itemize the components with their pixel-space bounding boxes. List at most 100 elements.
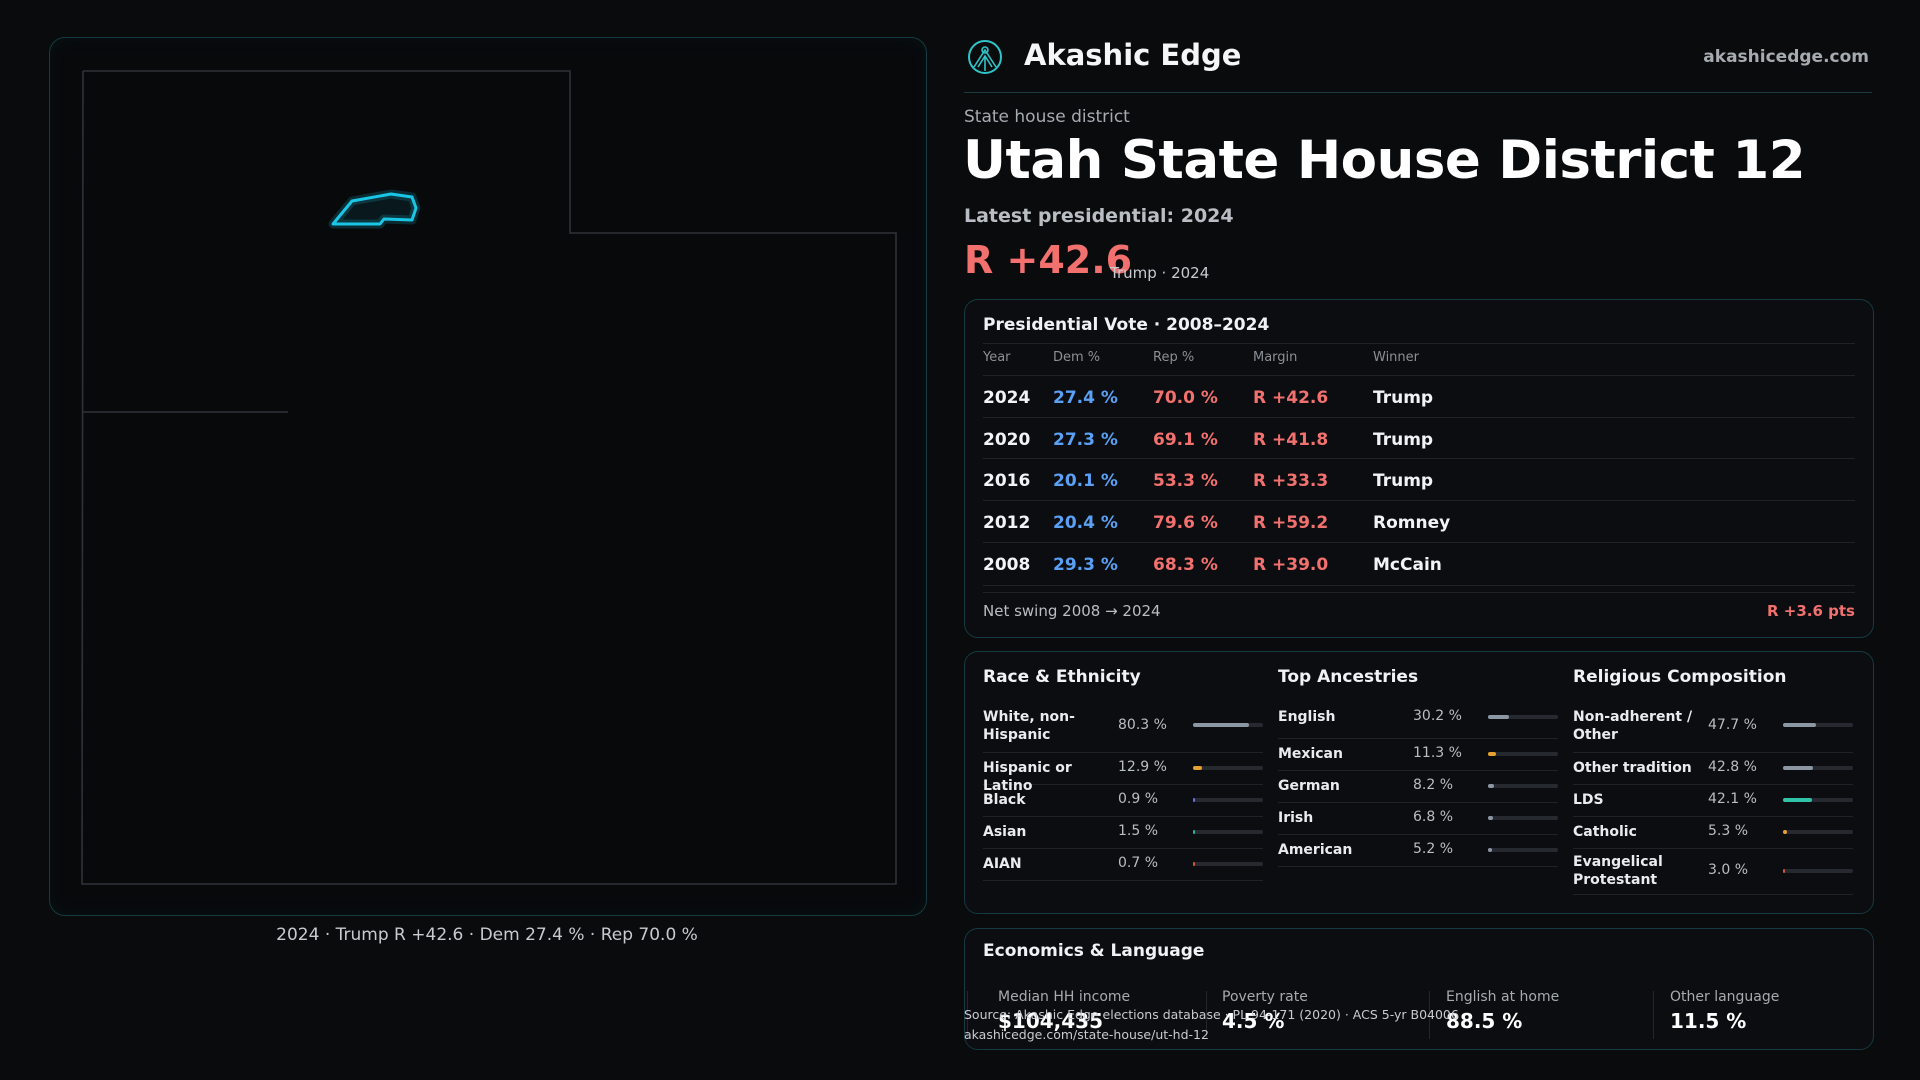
brand-url-link[interactable]: akashicedge.com (1703, 47, 1869, 67)
dem-cell: 27.3 % (1053, 430, 1118, 450)
winner-cell: McCain (1373, 555, 1442, 575)
table-row[interactable]: 2024 27.4 % 70.0 % R +42.6 Trump (983, 377, 1855, 418)
dem-cell: 20.4 % (1053, 513, 1118, 533)
share-bar-fill (1783, 723, 1817, 727)
item-value: 42.1 % (1708, 791, 1757, 807)
divider (983, 375, 1855, 376)
item-value: 42.8 % (1708, 759, 1757, 775)
share-bar (1193, 862, 1263, 866)
share-bar (1193, 830, 1263, 834)
share-bar (1783, 869, 1853, 873)
table-row[interactable]: 2012 20.4 % 79.6 % R +59.2 Romney (983, 502, 1855, 543)
stat-label: English at home (1446, 989, 1560, 1005)
item-label: AIAN (983, 856, 1022, 872)
presidential-vote-title: Presidential Vote · 2008–2024 (983, 315, 1270, 335)
economics-language-title: Economics & Language (983, 941, 1205, 961)
margin-cell: R +59.2 (1253, 513, 1329, 533)
column-header-dem: Dem % (1053, 350, 1101, 365)
stat-value: 88.5 % (1446, 1009, 1523, 1033)
item-label: Hispanic or Latino (983, 760, 1072, 794)
margin-cell: R +39.0 (1253, 555, 1329, 575)
net-swing-value: R +3.6 pts (1767, 602, 1855, 620)
district-12-shape[interactable] (328, 189, 421, 229)
item-label: Irish (1278, 810, 1314, 826)
year-cell: 2008 (983, 555, 1031, 575)
demographics-card: Race & Ethnicity White, non-Hispanic 80.… (964, 651, 1874, 914)
divider (1429, 991, 1430, 1039)
source-link[interactable]: akashicedge.com/state-house/ut-hd-12 (964, 1027, 1209, 1042)
religious-composition-title: Religious Composition (1573, 667, 1787, 687)
item-value: 30.2 % (1413, 708, 1462, 724)
winner-cell: Trump (1373, 471, 1434, 491)
list-item: White, non-Hispanic 80.3 % (983, 706, 1263, 753)
divider (983, 500, 1855, 501)
divider (1206, 991, 1207, 1039)
share-bar (1193, 723, 1263, 727)
share-bar-fill (1783, 798, 1813, 802)
item-label: Other tradition (1573, 760, 1692, 776)
map-caption: 2024 · Trump R +42.6 · Dem 27.4 % · Rep … (276, 925, 698, 945)
divider (983, 343, 1855, 344)
year-cell: 2012 (983, 513, 1031, 533)
net-swing-label: Net swing 2008 → 2024 (983, 602, 1161, 620)
share-bar-fill (1488, 848, 1492, 852)
divider (983, 592, 1855, 593)
item-label: Catholic (1573, 824, 1637, 840)
rep-cell: 53.3 % (1153, 471, 1218, 491)
share-bar (1783, 798, 1853, 802)
dem-cell: 20.1 % (1053, 471, 1118, 491)
share-bar (1193, 766, 1263, 770)
item-label: American (1278, 842, 1353, 858)
table-row[interactable]: 2008 29.3 % 68.3 % R +39.0 McCain (983, 544, 1855, 585)
margin-cell: R +42.6 (1253, 388, 1329, 408)
share-bar-fill (1193, 862, 1195, 866)
item-label: Mexican (1278, 746, 1343, 762)
stat-label: Other language (1670, 989, 1780, 1005)
item-value: 6.8 % (1413, 809, 1454, 825)
column-header-margin: Margin (1253, 350, 1298, 365)
economics-language-card: Economics & Language Median HH income $1… (964, 928, 1874, 1050)
share-bar-fill (1193, 830, 1195, 834)
share-bar (1783, 830, 1853, 834)
district-map[interactable] (49, 37, 927, 916)
stat-value: 11.5 % (1670, 1009, 1747, 1033)
column-header-year: Year (983, 350, 1011, 365)
column-header-winner: Winner (1373, 350, 1420, 365)
top-ancestries-title: Top Ancestries (1278, 667, 1419, 687)
divider (983, 417, 1855, 418)
stat-label: Poverty rate (1222, 989, 1308, 1005)
share-bar-fill (1488, 816, 1493, 820)
rep-cell: 68.3 % (1153, 555, 1218, 575)
column-header-rep: Rep % (1153, 350, 1195, 365)
item-value: 5.2 % (1413, 841, 1454, 857)
item-label: Non-adherent / Other (1573, 709, 1693, 743)
list-item: AIAN 0.7 % (983, 848, 1263, 881)
latest-presidential-label: Latest presidential: 2024 (964, 205, 1234, 227)
list-item: Hispanic or Latino 12.9 % (983, 752, 1263, 794)
share-bar (1193, 798, 1263, 802)
dem-cell: 27.4 % (1053, 388, 1118, 408)
item-value: 47.7 % (1708, 717, 1757, 733)
share-bar-fill (1488, 752, 1496, 756)
share-bar-fill (1783, 766, 1813, 770)
list-item: Mexican 11.3 % (1278, 738, 1558, 771)
item-value: 0.9 % (1118, 791, 1159, 807)
race-ethnicity-title: Race & Ethnicity (983, 667, 1141, 687)
headline-margin-subtitle: Trump · 2024 (1110, 264, 1210, 282)
item-value: 5.3 % (1708, 823, 1749, 839)
rep-cell: 70.0 % (1153, 388, 1218, 408)
list-item: Catholic 5.3 % (1573, 816, 1853, 849)
page-kicker: State house district (964, 107, 1130, 127)
share-bar-fill (1193, 723, 1250, 727)
headline-margin: R +42.6 (964, 238, 1133, 282)
akashic-edge-logo-icon[interactable] (966, 38, 1004, 76)
page-title: Utah State House District 12 (963, 130, 1806, 191)
brand-name[interactable]: Akashic Edge (1024, 38, 1242, 72)
divider (983, 585, 1855, 586)
item-label: Asian (983, 824, 1027, 840)
item-value: 1.5 % (1118, 823, 1159, 839)
list-item: LDS 42.1 % (1573, 784, 1853, 817)
table-row[interactable]: 2020 27.3 % 69.1 % R +41.8 Trump (983, 419, 1855, 460)
share-bar-fill (1783, 869, 1786, 873)
table-row[interactable]: 2016 20.1 % 53.3 % R +33.3 Trump (983, 460, 1855, 501)
